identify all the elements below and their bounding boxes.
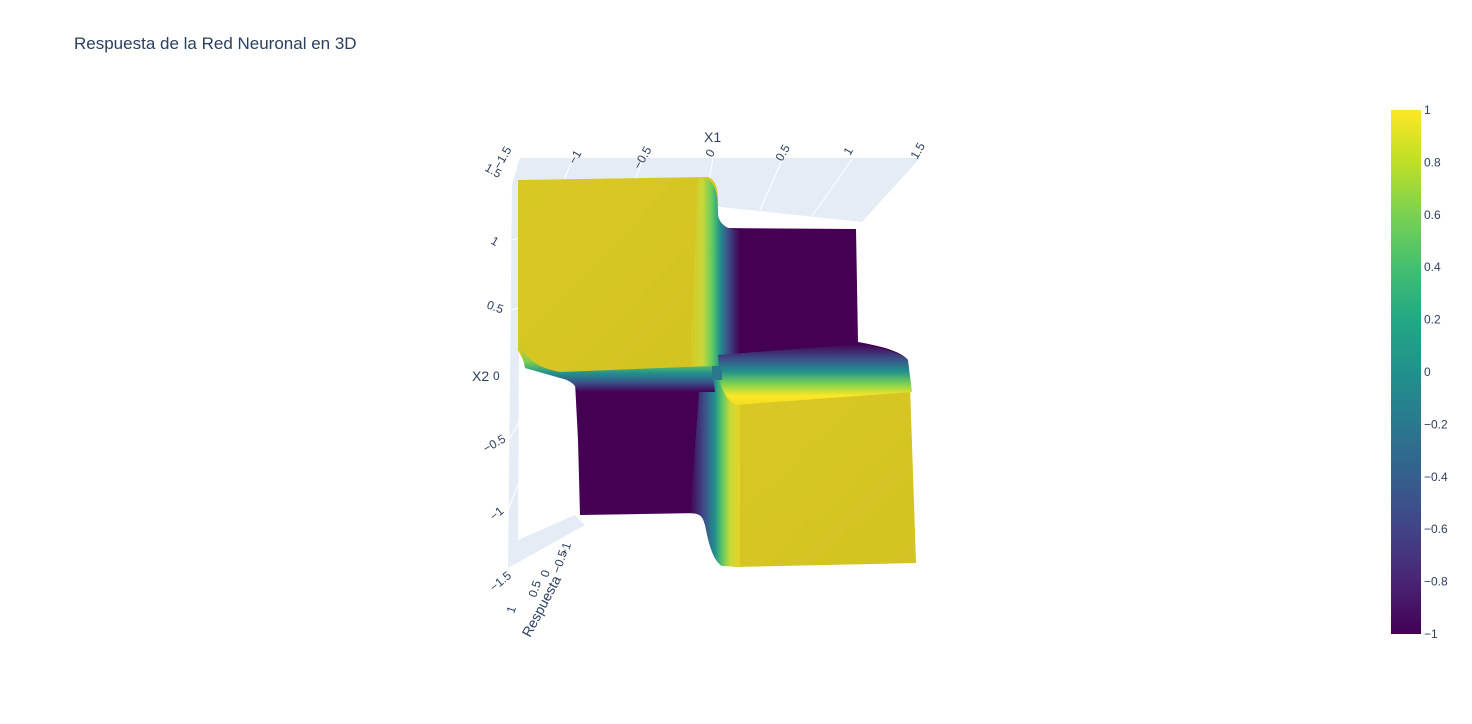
surface-quadrant-top-left — [518, 177, 718, 378]
colorbar-tick-label: −1 — [1424, 627, 1438, 641]
chart-title: Respuesta de la Red Neuronal en 3D — [74, 34, 357, 53]
x2-tick: −0.5 — [481, 431, 509, 455]
respuesta-tick: −1 — [557, 540, 575, 558]
colorbar-gradient — [1391, 110, 1421, 634]
x2-tick: 0.5 — [485, 298, 506, 317]
surface-quadrant-bottom-right — [720, 385, 916, 567]
surface — [518, 177, 916, 567]
x1-tick: 0 — [702, 146, 718, 159]
x1-tick: −1 — [565, 147, 584, 166]
colorbar-tick-label: −0.2 — [1424, 417, 1448, 431]
colorbar-tick-label: 0.4 — [1424, 260, 1441, 274]
x2-tick: −1.5 — [487, 568, 514, 594]
seam-upper — [690, 178, 740, 372]
respuesta-tick: −0.5 — [550, 548, 571, 575]
colorbar-tick-label: −0.6 — [1424, 522, 1448, 536]
colorbar-tick-label: 0.6 — [1424, 208, 1441, 222]
colorbar-ticks: 1 0.8 0.6 0.4 0.2 0 −0.2 −0.4 −0.6 −0.8 −1 — [1424, 103, 1448, 641]
colorbar-tick-label: 0.8 — [1424, 155, 1441, 169]
floor-pane — [508, 515, 585, 568]
colorbar-tick-label: −0.8 — [1424, 575, 1448, 589]
respuesta-tick: 1 — [504, 604, 519, 615]
x2-axis-title: X2 — [472, 368, 489, 384]
colorbar-tick-label: 1 — [1424, 103, 1431, 117]
colorbar-tick-label: 0.2 — [1424, 313, 1441, 327]
surface-quadrant-bottom-left — [575, 378, 720, 515]
x1-tick: 1 — [840, 144, 856, 157]
seam-right — [718, 344, 912, 405]
surface-center — [712, 366, 722, 380]
x1-axis-title: X1 — [704, 129, 721, 145]
seam-left — [520, 345, 715, 392]
colorbar-tick-label: 0 — [1424, 365, 1431, 379]
x2-tick: 1 — [489, 233, 502, 249]
seam-lower — [690, 376, 740, 567]
colorbar-tick-label: −0.4 — [1424, 470, 1448, 484]
x2-axis: X2 1.5 1 0.5 0 −0.5 −1 −1.5 — [472, 160, 514, 594]
colorbar: 1 0.8 0.6 0.4 0.2 0 −0.2 −0.4 −0.6 −0.8 −1 — [1391, 103, 1448, 641]
x2-tick: −1 — [487, 504, 507, 524]
x2-tick: 0 — [493, 369, 500, 383]
respuesta-tick: 0 — [538, 568, 553, 579]
respuesta-tick: 0.5 — [526, 578, 545, 599]
side-wall-pane — [508, 158, 520, 568]
surface-quadrant-top-right — [710, 228, 908, 372]
